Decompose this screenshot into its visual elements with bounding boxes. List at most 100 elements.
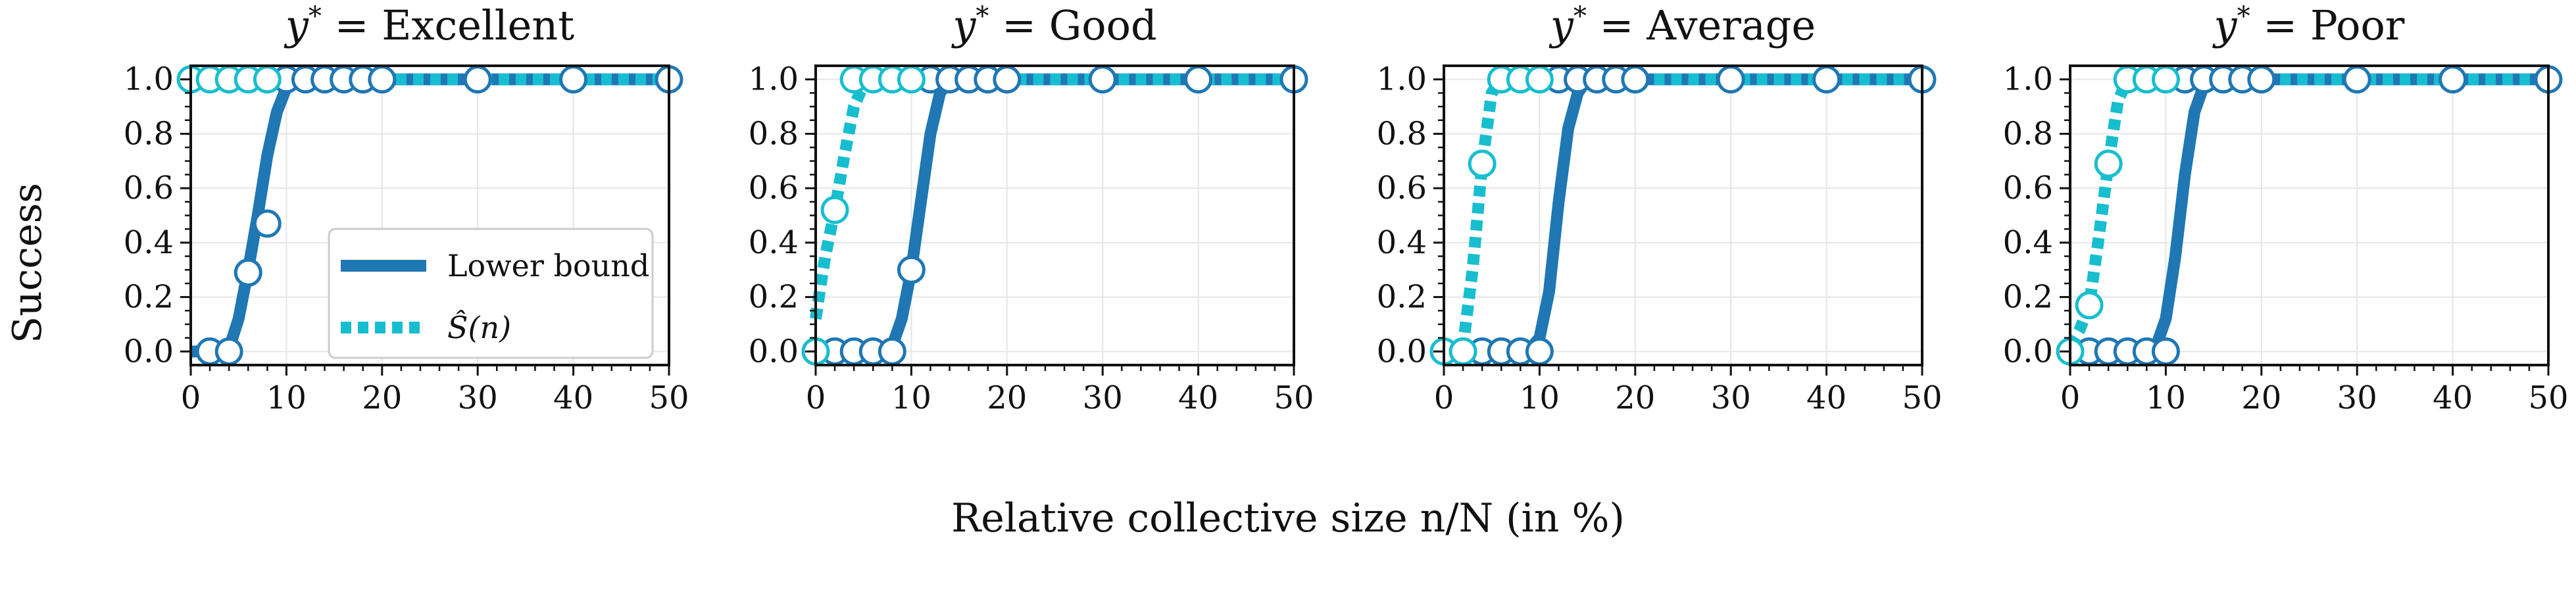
estimate-marker xyxy=(2151,65,2180,94)
estimate-marker xyxy=(820,195,849,224)
lower-bound-line xyxy=(1444,73,1922,358)
y-tick-label: 0.8 xyxy=(1377,115,1427,152)
y-tick-label: 1.0 xyxy=(1377,61,1427,98)
lower-bound-marker xyxy=(1812,65,1841,94)
x-tick-label: 0 xyxy=(1434,380,1454,416)
panel-title-variable: y xyxy=(1548,1,1574,49)
axes-frame xyxy=(814,64,1295,366)
y-tick-label: 0.2 xyxy=(1377,279,1427,316)
lower-bound-marker xyxy=(1184,65,1213,94)
legend: Lower bound Ŝ(n) xyxy=(328,228,654,359)
estimate-marker xyxy=(2075,291,2104,320)
lower-bound-marker xyxy=(1621,65,1650,94)
y-tick-label: 0.4 xyxy=(749,224,799,261)
y-tick-label: 0.8 xyxy=(749,115,799,152)
x-tick-label: 20 xyxy=(362,380,402,416)
y-tick-label: 1.0 xyxy=(124,61,174,98)
x-tick-label: 40 xyxy=(2433,380,2473,416)
panel-title: y* = Poor xyxy=(2212,1,2405,49)
estimate-line xyxy=(2065,73,2548,349)
panel-title: y* = Average xyxy=(1548,1,1816,49)
lower-bound-marker xyxy=(897,255,926,284)
figure-xlabel: Relative collective size n/N (in %) xyxy=(951,495,1625,541)
panel-2: y* = Good 0 10 20 30 40 50 0.0 0.2 0.4 0.6 0.8 1.0 xyxy=(749,1,1314,416)
panel-title-variable: y xyxy=(951,1,976,49)
y-tick-label: 0.4 xyxy=(2003,224,2053,261)
axes-frame xyxy=(2069,64,2550,366)
panel-1: y* = Excellent 0 10 20 30 40 50 0.0 0.2 0.4 0.6 0.8… xyxy=(124,1,689,416)
legend-lower-bound-label: Lower bound xyxy=(447,248,649,284)
lower-bound-marker xyxy=(214,337,243,366)
estimate-line xyxy=(1444,73,1922,358)
x-tick-label: 10 xyxy=(2146,380,2186,416)
xlabel-text: Relative collective size n/N (in %) xyxy=(951,495,1625,541)
panel-title-variable: y xyxy=(284,1,309,49)
y-tick-label: 0.2 xyxy=(2003,279,2053,316)
panel-title-star: * xyxy=(309,1,322,32)
y-tick-label: 1.0 xyxy=(749,61,799,98)
y-tick-label: 0.0 xyxy=(124,333,174,370)
estimate-marker xyxy=(897,65,926,94)
estimate-marker xyxy=(2094,149,2123,178)
panel-title-star: * xyxy=(1573,1,1587,32)
y-tick-label: 0.2 xyxy=(124,279,174,316)
panel-title-variable: y xyxy=(2212,1,2238,49)
lower-bound-marker xyxy=(1716,65,1745,94)
panel-title-star: * xyxy=(2237,1,2250,32)
lower-bound-line xyxy=(2070,73,2548,358)
panel-title-value: = Good xyxy=(989,1,1156,49)
lower-bound-marker xyxy=(878,337,906,366)
figure-ylabel: Success xyxy=(5,183,51,343)
x-tick-label: 50 xyxy=(1902,380,1942,416)
x-tick-label: 30 xyxy=(2337,380,2377,416)
lower-bound-line xyxy=(816,73,1294,358)
lower-bound-marker xyxy=(559,65,588,94)
y-tick-label: 0.6 xyxy=(749,170,799,207)
estimate-marker xyxy=(1468,149,1497,178)
y-tick-label: 0.4 xyxy=(124,224,174,261)
panel-4: y* = Poor 0 10 20 30 40 50 0.0 0.2 0.4 0.6 0.8 1.0 xyxy=(2003,1,2569,416)
y-tick-label: 0.2 xyxy=(749,279,799,316)
x-tick-label: 20 xyxy=(1615,380,1655,416)
estimate-marker xyxy=(253,65,282,94)
x-tick-label: 40 xyxy=(553,380,593,416)
x-tick-label: 50 xyxy=(2528,380,2568,416)
panel-3: y* = Average 0 10 20 30 40 50 0.0 0.2 0.4 0.6 0.8 1.… xyxy=(1377,1,1943,416)
x-tick-label: 50 xyxy=(1274,380,1314,416)
axes-frame xyxy=(1443,64,1923,366)
x-tick-label: 0 xyxy=(2060,380,2081,416)
y-tick-label: 0.8 xyxy=(2003,115,2053,152)
lower-bound-marker xyxy=(1525,337,1554,366)
legend-estimate-label: Ŝ(n) xyxy=(447,309,511,345)
x-tick-label: 50 xyxy=(649,380,689,416)
panel-title: y* = Good xyxy=(951,1,1156,49)
lower-bound-marker xyxy=(253,209,282,238)
y-tick-label: 0.0 xyxy=(2003,333,2053,370)
lower-bound-marker xyxy=(2247,65,2276,94)
y-tick-label: 0.6 xyxy=(1377,170,1427,207)
x-tick-label: 40 xyxy=(1806,380,1846,416)
panel-title-value: = Average xyxy=(1587,1,1816,49)
estimate-marker xyxy=(1525,65,1554,94)
estimate-marker xyxy=(1449,337,1477,366)
lower-bound-marker xyxy=(993,65,1022,94)
x-tick-label: 10 xyxy=(891,380,931,416)
lower-bound-marker xyxy=(463,65,492,94)
lower-bound-marker xyxy=(2342,65,2371,94)
panel-title-value: = Excellent xyxy=(322,1,574,49)
lower-bound-marker xyxy=(234,258,262,287)
panel-title-value: = Poor xyxy=(2250,1,2405,49)
y-tick-label: 0.4 xyxy=(1377,224,1427,261)
y-tick-label: 0.6 xyxy=(2003,170,2053,207)
x-tick-label: 0 xyxy=(806,380,826,416)
lower-bound-marker xyxy=(2439,65,2467,94)
lower-bound-marker xyxy=(368,65,397,94)
y-tick-label: 0.0 xyxy=(749,333,799,370)
x-tick-label: 30 xyxy=(1711,380,1751,416)
panel-title: y* = Excellent xyxy=(284,1,574,49)
x-tick-label: 30 xyxy=(458,380,498,416)
x-tick-label: 0 xyxy=(181,380,201,416)
lower-bound-marker xyxy=(1088,65,1117,94)
